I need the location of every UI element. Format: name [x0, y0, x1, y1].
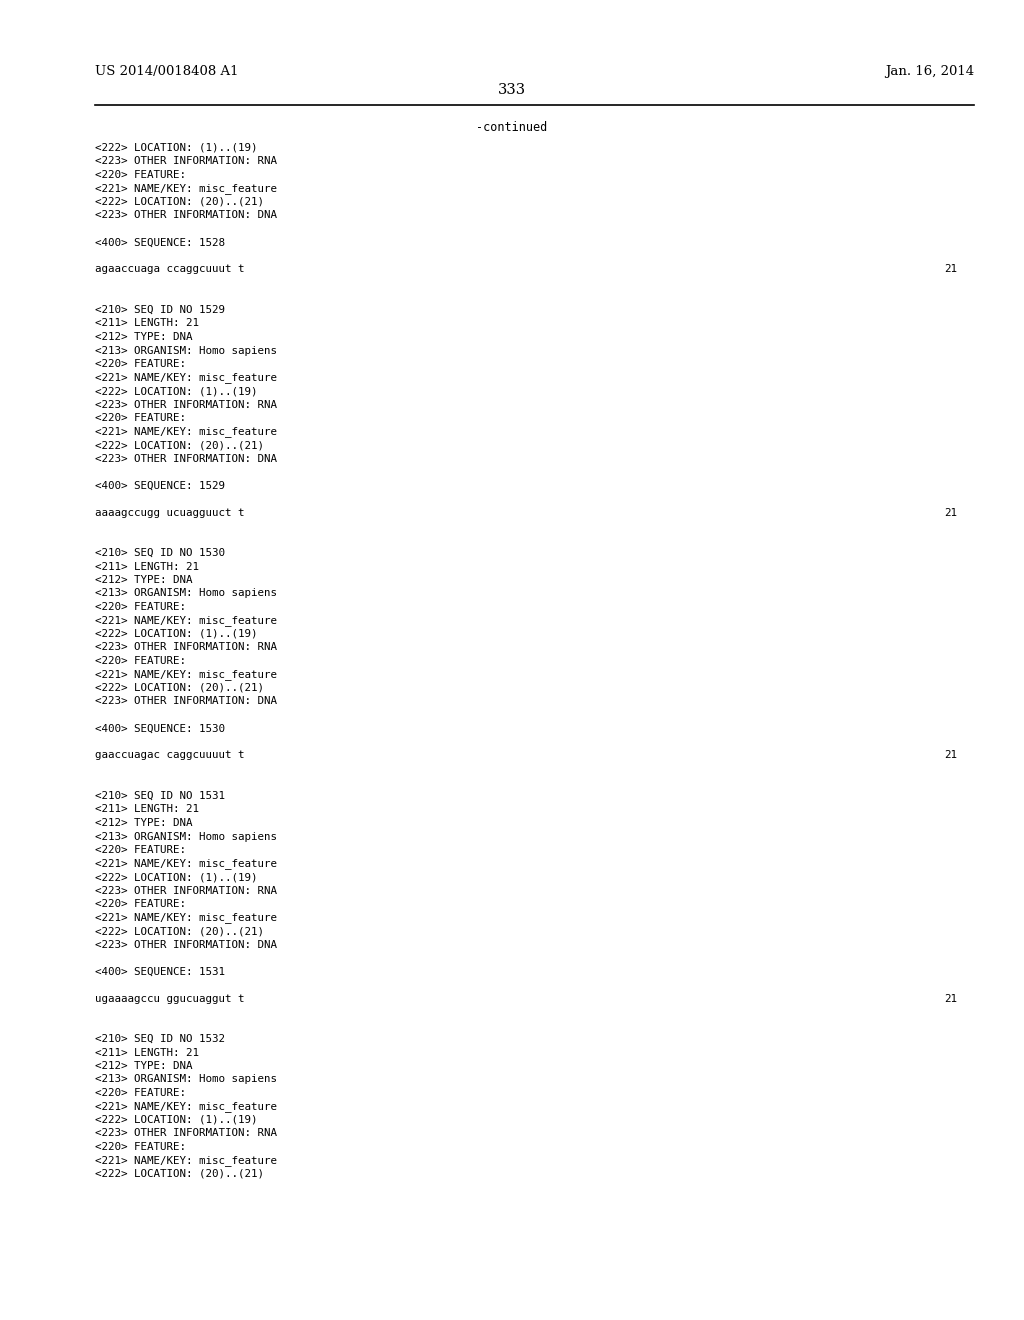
- Text: 21: 21: [944, 507, 957, 517]
- Text: <211> LENGTH: 21: <211> LENGTH: 21: [95, 1048, 199, 1057]
- Text: <222> LOCATION: (20)..(21): <222> LOCATION: (20)..(21): [95, 197, 264, 207]
- Text: <223> OTHER INFORMATION: DNA: <223> OTHER INFORMATION: DNA: [95, 940, 278, 949]
- Text: 21: 21: [944, 264, 957, 275]
- Text: <213> ORGANISM: Homo sapiens: <213> ORGANISM: Homo sapiens: [95, 832, 278, 842]
- Text: <210> SEQ ID NO 1529: <210> SEQ ID NO 1529: [95, 305, 225, 315]
- Text: <221> NAME/KEY: misc_feature: <221> NAME/KEY: misc_feature: [95, 1155, 278, 1167]
- Text: <212> TYPE: DNA: <212> TYPE: DNA: [95, 576, 193, 585]
- Text: <223> OTHER INFORMATION: RNA: <223> OTHER INFORMATION: RNA: [95, 400, 278, 409]
- Text: <223> OTHER INFORMATION: DNA: <223> OTHER INFORMATION: DNA: [95, 454, 278, 463]
- Text: <220> FEATURE:: <220> FEATURE:: [95, 359, 186, 370]
- Text: <221> NAME/KEY: misc_feature: <221> NAME/KEY: misc_feature: [95, 912, 278, 924]
- Text: <220> FEATURE:: <220> FEATURE:: [95, 1088, 186, 1098]
- Text: <400> SEQUENCE: 1531: <400> SEQUENCE: 1531: [95, 966, 225, 977]
- Text: <211> LENGTH: 21: <211> LENGTH: 21: [95, 561, 199, 572]
- Text: gaaccuagac caggcuuuut t: gaaccuagac caggcuuuut t: [95, 751, 245, 760]
- Text: <222> LOCATION: (20)..(21): <222> LOCATION: (20)..(21): [95, 682, 264, 693]
- Text: <220> FEATURE:: <220> FEATURE:: [95, 845, 186, 855]
- Text: <222> LOCATION: (1)..(19): <222> LOCATION: (1)..(19): [95, 630, 257, 639]
- Text: <223> OTHER INFORMATION: RNA: <223> OTHER INFORMATION: RNA: [95, 643, 278, 652]
- Text: <212> TYPE: DNA: <212> TYPE: DNA: [95, 333, 193, 342]
- Text: <223> OTHER INFORMATION: RNA: <223> OTHER INFORMATION: RNA: [95, 1129, 278, 1138]
- Text: <213> ORGANISM: Homo sapiens: <213> ORGANISM: Homo sapiens: [95, 589, 278, 598]
- Text: <213> ORGANISM: Homo sapiens: <213> ORGANISM: Homo sapiens: [95, 346, 278, 355]
- Text: -continued: -continued: [476, 121, 548, 135]
- Text: <210> SEQ ID NO 1532: <210> SEQ ID NO 1532: [95, 1034, 225, 1044]
- Text: <220> FEATURE:: <220> FEATURE:: [95, 656, 186, 667]
- Text: <222> LOCATION: (20)..(21): <222> LOCATION: (20)..(21): [95, 1170, 264, 1179]
- Text: <220> FEATURE:: <220> FEATURE:: [95, 899, 186, 909]
- Text: <210> SEQ ID NO 1530: <210> SEQ ID NO 1530: [95, 548, 225, 558]
- Text: <221> NAME/KEY: misc_feature: <221> NAME/KEY: misc_feature: [95, 372, 278, 383]
- Text: <220> FEATURE:: <220> FEATURE:: [95, 413, 186, 422]
- Text: US 2014/0018408 A1: US 2014/0018408 A1: [95, 65, 239, 78]
- Text: <222> LOCATION: (1)..(19): <222> LOCATION: (1)..(19): [95, 1115, 257, 1125]
- Text: <222> LOCATION: (1)..(19): <222> LOCATION: (1)..(19): [95, 385, 257, 396]
- Text: 333: 333: [498, 83, 526, 96]
- Text: <400> SEQUENCE: 1528: <400> SEQUENCE: 1528: [95, 238, 225, 248]
- Text: <221> NAME/KEY: misc_feature: <221> NAME/KEY: misc_feature: [95, 183, 278, 194]
- Text: <223> OTHER INFORMATION: RNA: <223> OTHER INFORMATION: RNA: [95, 886, 278, 895]
- Text: <213> ORGANISM: Homo sapiens: <213> ORGANISM: Homo sapiens: [95, 1074, 278, 1085]
- Text: <211> LENGTH: 21: <211> LENGTH: 21: [95, 318, 199, 329]
- Text: <220> FEATURE:: <220> FEATURE:: [95, 170, 186, 180]
- Text: <220> FEATURE:: <220> FEATURE:: [95, 1142, 186, 1152]
- Text: 21: 21: [944, 994, 957, 1003]
- Text: <210> SEQ ID NO 1531: <210> SEQ ID NO 1531: [95, 791, 225, 801]
- Text: <211> LENGTH: 21: <211> LENGTH: 21: [95, 804, 199, 814]
- Text: 21: 21: [944, 751, 957, 760]
- Text: agaaccuaga ccaggcuuut t: agaaccuaga ccaggcuuut t: [95, 264, 245, 275]
- Text: <222> LOCATION: (1)..(19): <222> LOCATION: (1)..(19): [95, 143, 257, 153]
- Text: <223> OTHER INFORMATION: DNA: <223> OTHER INFORMATION: DNA: [95, 210, 278, 220]
- Text: <221> NAME/KEY: misc_feature: <221> NAME/KEY: misc_feature: [95, 858, 278, 870]
- Text: <221> NAME/KEY: misc_feature: <221> NAME/KEY: misc_feature: [95, 1101, 278, 1113]
- Text: aaaagccugg ucuagguuct t: aaaagccugg ucuagguuct t: [95, 507, 245, 517]
- Text: <221> NAME/KEY: misc_feature: <221> NAME/KEY: misc_feature: [95, 615, 278, 627]
- Text: <221> NAME/KEY: misc_feature: <221> NAME/KEY: misc_feature: [95, 426, 278, 437]
- Text: <222> LOCATION: (20)..(21): <222> LOCATION: (20)..(21): [95, 927, 264, 936]
- Text: <212> TYPE: DNA: <212> TYPE: DNA: [95, 1061, 193, 1071]
- Text: Jan. 16, 2014: Jan. 16, 2014: [885, 65, 974, 78]
- Text: <400> SEQUENCE: 1529: <400> SEQUENCE: 1529: [95, 480, 225, 491]
- Text: <223> OTHER INFORMATION: RNA: <223> OTHER INFORMATION: RNA: [95, 157, 278, 166]
- Text: <400> SEQUENCE: 1530: <400> SEQUENCE: 1530: [95, 723, 225, 734]
- Text: <223> OTHER INFORMATION: DNA: <223> OTHER INFORMATION: DNA: [95, 697, 278, 706]
- Text: <221> NAME/KEY: misc_feature: <221> NAME/KEY: misc_feature: [95, 669, 278, 680]
- Text: <220> FEATURE:: <220> FEATURE:: [95, 602, 186, 612]
- Text: <222> LOCATION: (20)..(21): <222> LOCATION: (20)..(21): [95, 440, 264, 450]
- Text: <212> TYPE: DNA: <212> TYPE: DNA: [95, 818, 193, 828]
- Text: <222> LOCATION: (1)..(19): <222> LOCATION: (1)..(19): [95, 873, 257, 882]
- Text: ugaaaagccu ggucuaggut t: ugaaaagccu ggucuaggut t: [95, 994, 245, 1003]
